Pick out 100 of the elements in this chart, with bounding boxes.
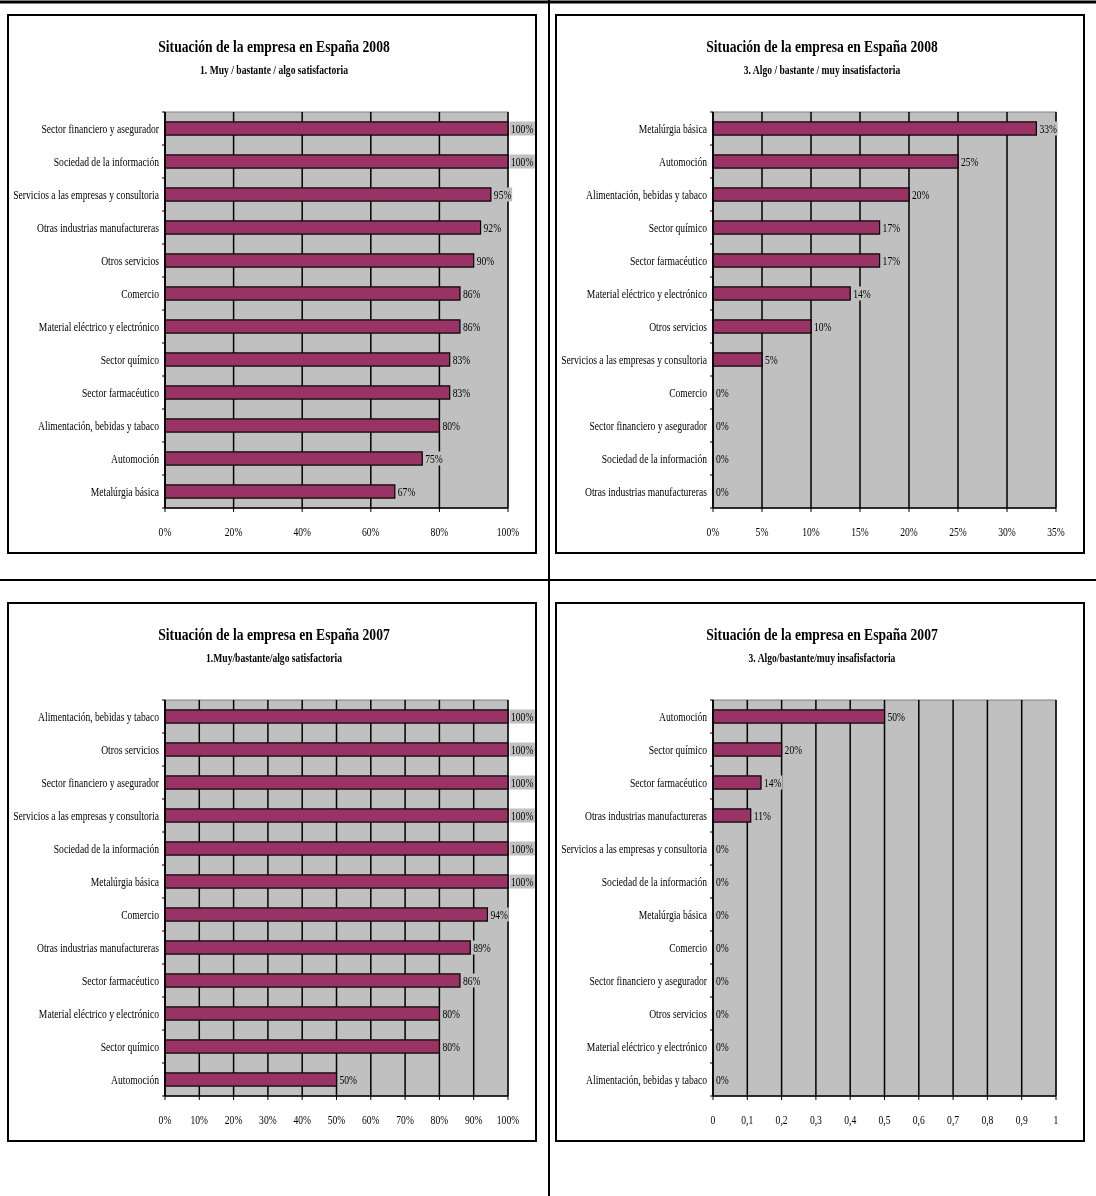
data-label: 0% — [716, 841, 729, 855]
data-label: 90% — [476, 253, 495, 267]
data-label: 0% — [716, 907, 729, 921]
data-label: 11% — [753, 808, 771, 822]
x-tick-label: 0% — [158, 524, 172, 539]
y-tick-label: Alimentación, bebidas y tabaco — [38, 418, 160, 432]
y-tick-label: Sector químico — [648, 220, 708, 234]
y-tick-label: Servicios a las empresas y consultoria — [561, 352, 708, 366]
y-tick-label: Metalúrgia básica — [90, 484, 160, 498]
x-tick-label: 0,3 — [809, 1112, 822, 1127]
y-tick-label: Alimentación, bebidas y tabaco — [586, 187, 708, 201]
data-label: 17% — [882, 220, 901, 234]
y-tick-label: Otros servicios — [101, 253, 159, 267]
data-label: 92% — [483, 220, 502, 234]
data-label: 89% — [473, 940, 491, 954]
data-label: 17% — [882, 253, 901, 267]
y-tick-label: Sector químico — [100, 1039, 160, 1053]
y-tick-label: Servicios a las empresas y consultoria — [561, 841, 708, 855]
x-tick-label: 10% — [190, 1112, 209, 1127]
x-tick-label: 0,1 — [741, 1112, 754, 1127]
data-label: 86% — [462, 286, 481, 300]
data-label: 100% — [511, 808, 534, 822]
x-tick-label: 40% — [293, 524, 311, 539]
chart-subtitle: 3. Algo / bastante / muy insatisfactoria — [743, 62, 901, 77]
y-tick-label: Automoción — [659, 709, 708, 723]
chart-title: Situación de la empresa en España 2007 — [158, 624, 390, 644]
y-tick-label: Servicios a las empresas y consultoria — [13, 808, 160, 822]
x-tick-label: 90% — [464, 1112, 483, 1127]
data-label: 100% — [511, 874, 534, 888]
x-tick-label: 10% — [802, 524, 820, 539]
y-tick-label: Metalúrgia básica — [638, 121, 708, 135]
x-tick-label: 0% — [158, 1112, 172, 1127]
data-label: 0% — [716, 1072, 729, 1086]
y-tick-label: Comercio — [669, 385, 708, 399]
y-tick-label: Comercio — [669, 940, 708, 954]
data-label: 100% — [511, 121, 534, 135]
y-tick-label: Sector farmacéutico — [82, 973, 160, 987]
data-label: 80% — [442, 418, 460, 432]
y-tick-label: Sector farmacéutico — [630, 775, 708, 789]
x-tick-label: 0,8 — [981, 1112, 994, 1127]
x-tick-label: 35% — [1047, 524, 1065, 539]
x-tick-label: 25% — [949, 524, 967, 539]
x-tick-label: 30% — [259, 1112, 277, 1127]
chart-subtitle: 1. Muy / bastante / algo satisfactoria — [200, 62, 349, 77]
data-label: 20% — [784, 742, 803, 756]
chart-subtitle: 1.Muy/bastante/algo satisfactoria — [206, 650, 343, 665]
data-label: 0% — [716, 874, 729, 888]
data-label: 83% — [452, 385, 471, 399]
x-tick-label: 80% — [430, 1112, 449, 1127]
data-label: 50% — [339, 1072, 358, 1086]
data-label: 0% — [716, 385, 729, 399]
data-label: 0% — [716, 1006, 729, 1020]
y-tick-label: Sector financiero y asegurador — [589, 973, 708, 987]
x-tick-label: 50% — [327, 1112, 346, 1127]
y-tick-label: Sector financiero y asegurador — [41, 121, 160, 135]
x-tick-label: 60% — [362, 1112, 380, 1127]
data-label: 0% — [716, 973, 729, 987]
data-label: 14% — [764, 775, 782, 789]
y-tick-label: Otras industrias manufactureras — [584, 808, 707, 822]
x-tick-label: 60% — [362, 524, 380, 539]
x-tick-label: 0,9 — [1015, 1112, 1028, 1127]
y-tick-label: Otras industrias manufactureras — [36, 940, 159, 954]
y-tick-label: Sociedad de la información — [53, 154, 160, 168]
data-label: 0% — [716, 1039, 729, 1053]
data-label: 0% — [716, 451, 729, 465]
data-label: 100% — [511, 154, 534, 168]
x-tick-label: 5% — [755, 524, 769, 539]
x-tick-label: 20% — [900, 524, 918, 539]
y-tick-label: Otras industrias manufactureras — [584, 484, 707, 498]
x-tick-label: 0,5 — [878, 1112, 891, 1127]
chart-title: Situación de la empresa en España 2008 — [706, 36, 938, 56]
chart-title: Situación de la empresa en España 2008 — [158, 36, 390, 56]
y-tick-label: Sector farmacéutico — [630, 253, 708, 267]
x-tick-label: 20% — [224, 1112, 243, 1127]
x-tick-label: 100% — [496, 1112, 520, 1127]
x-tick-label: 0,6 — [912, 1112, 926, 1127]
y-tick-label: Comercio — [121, 907, 160, 921]
y-tick-label: Otras industrias manufactureras — [36, 220, 159, 234]
y-tick-label: Comercio — [121, 286, 160, 300]
y-tick-label: Sociedad de la información — [601, 874, 708, 888]
y-tick-label: Material eléctrico y electrónico — [586, 286, 708, 300]
y-tick-label: Automoción — [659, 154, 708, 168]
data-label: 0% — [716, 418, 729, 432]
x-tick-label: 40% — [293, 1112, 311, 1127]
y-tick-label: Sector químico — [648, 742, 708, 756]
y-tick-label: Alimentación, bebidas y tabaco — [586, 1072, 708, 1086]
y-tick-label: Material eléctrico y electrónico — [586, 1039, 708, 1053]
x-tick-label: 0,2 — [775, 1112, 788, 1127]
data-label: 67% — [397, 484, 416, 498]
data-label: 100% — [511, 841, 534, 855]
data-label: 50% — [887, 709, 906, 723]
y-tick-label: Sector farmacéutico — [82, 385, 160, 399]
chart-subtitle: 3. Algo/bastante/muy insafisfactoria — [748, 650, 896, 665]
x-tick-label: 100% — [496, 524, 520, 539]
data-label: 94% — [490, 907, 509, 921]
y-tick-label: Material eléctrico y electrónico — [38, 1006, 160, 1020]
data-label: 80% — [442, 1006, 460, 1020]
data-label: 100% — [511, 709, 534, 723]
data-label: 95% — [493, 187, 512, 201]
x-tick-label: 0,7 — [947, 1112, 960, 1127]
